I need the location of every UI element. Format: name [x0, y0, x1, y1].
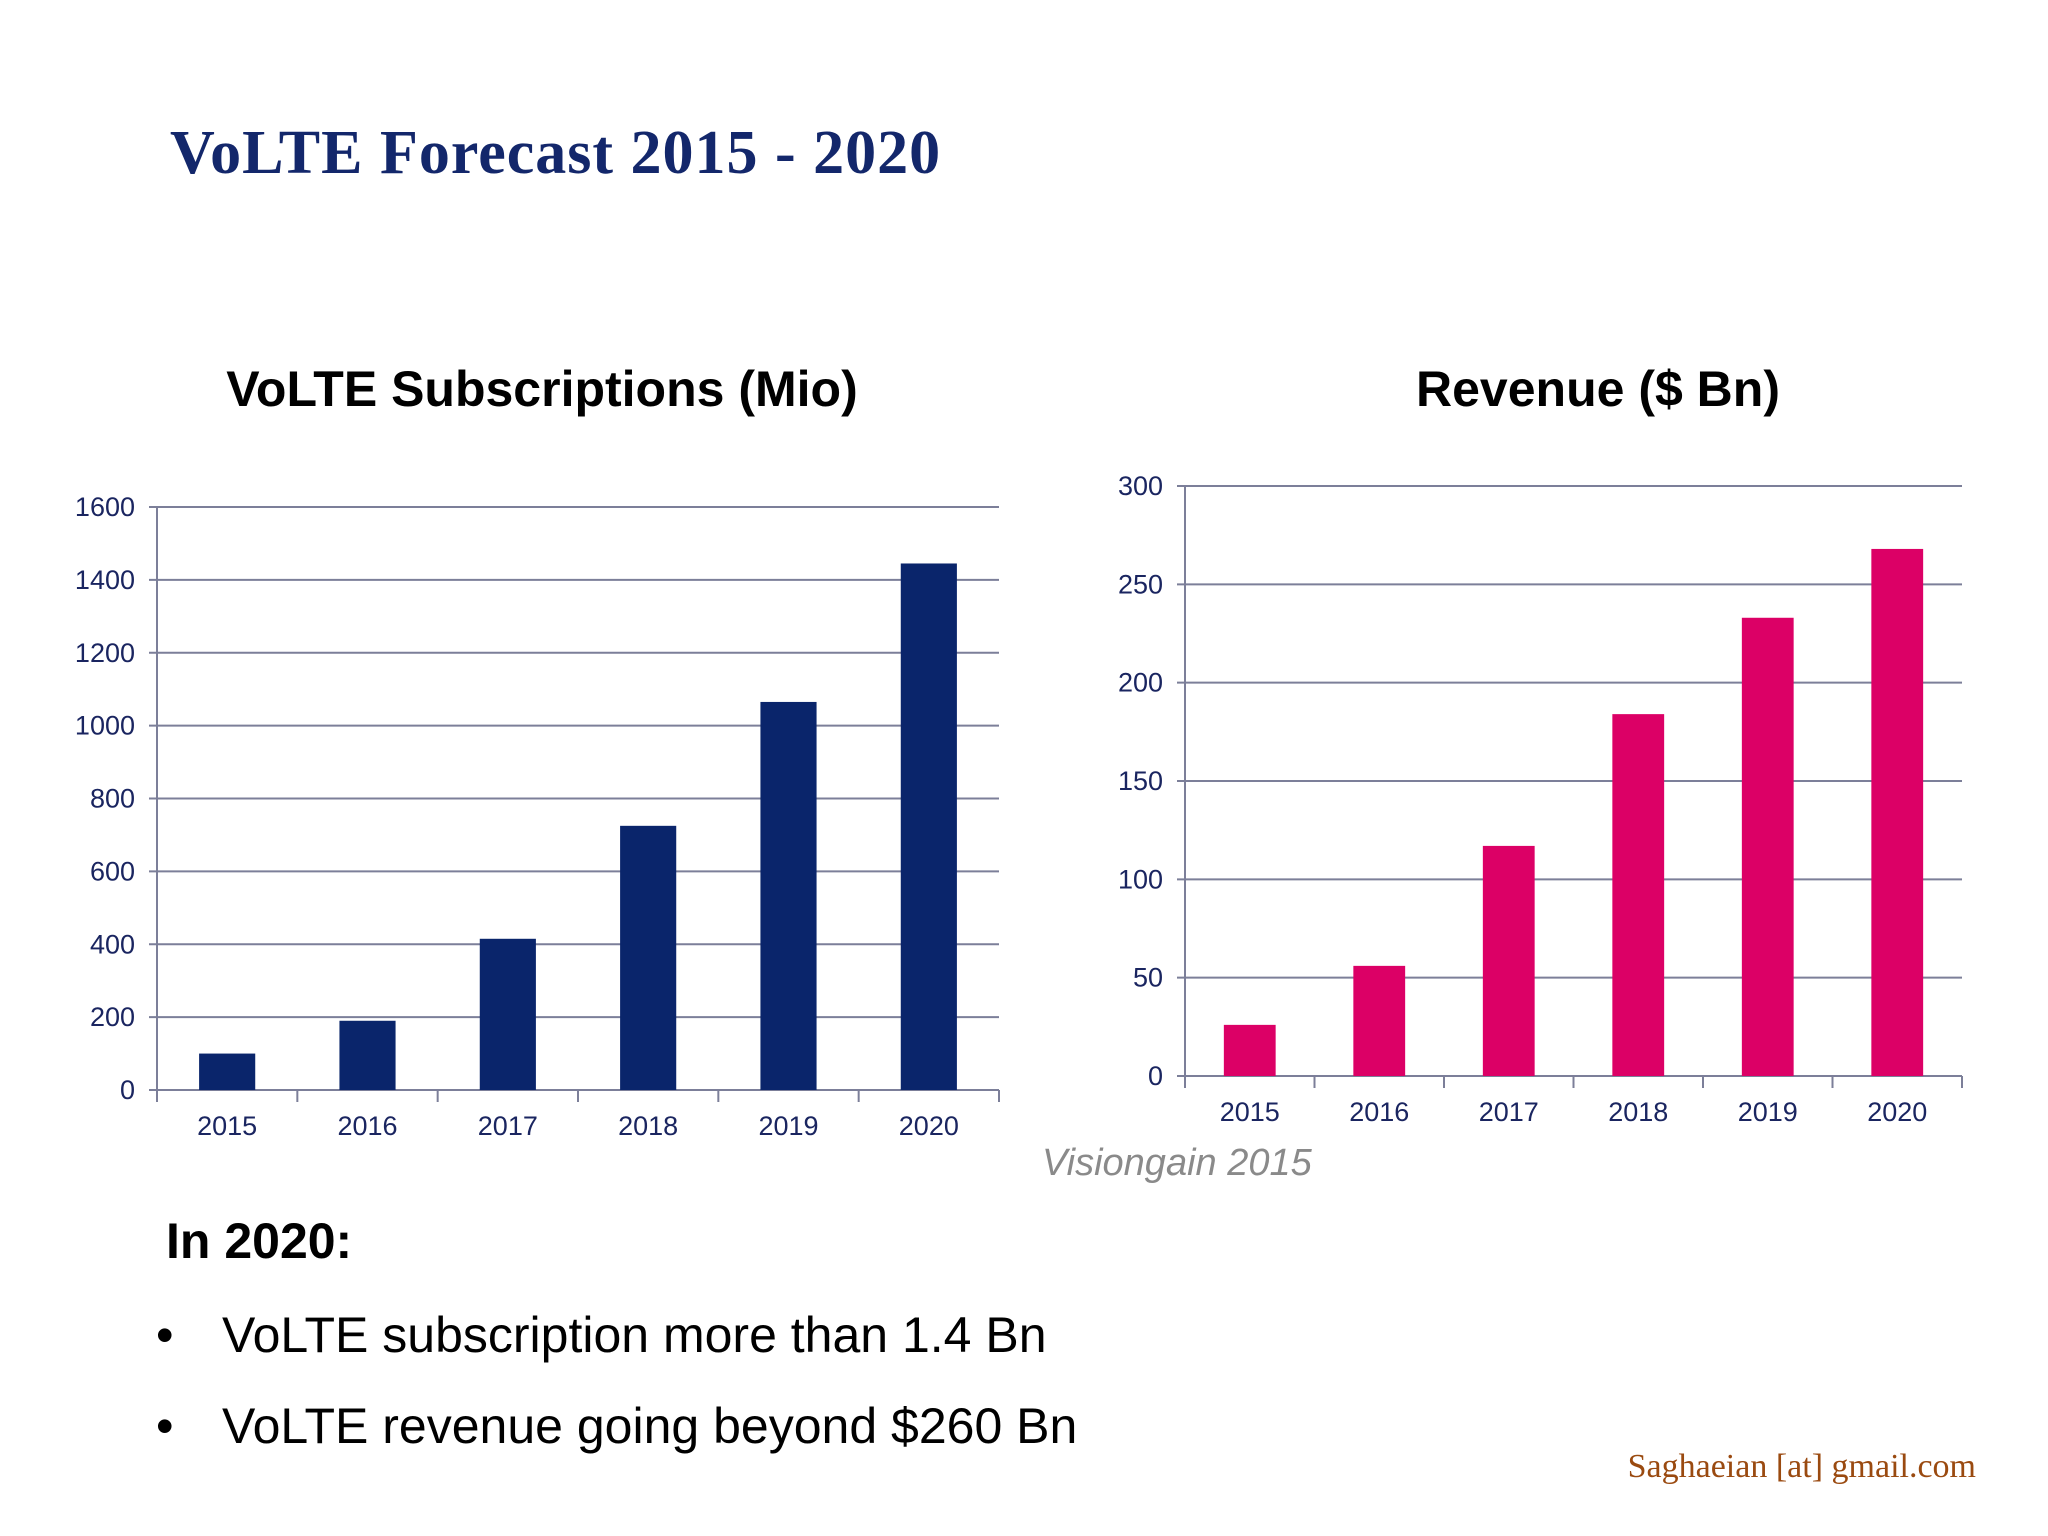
y-tick-label: 1600 [75, 492, 135, 522]
y-tick-label: 200 [1118, 668, 1163, 698]
x-tick-label: 2018 [1608, 1097, 1668, 1127]
x-tick-label: 2019 [758, 1111, 818, 1141]
y-tick-label: 150 [1118, 766, 1163, 796]
y-tick-label: 1400 [75, 565, 135, 595]
subscriptions-chart: 0 200 400 600 800 1000 1200 1400 1600 2015 2016 201… [75, 492, 1000, 1141]
y-tick-label: 600 [90, 856, 135, 886]
y-tick-label: 100 [1118, 864, 1163, 894]
subscriptions-chart-title: VoLTE Subscriptions (Mio) [226, 361, 858, 417]
summary-heading: In 2020: [166, 1213, 353, 1269]
slide-title: VoLTE Forecast 2015 - 2020 [170, 119, 942, 187]
bar-2019 [1741, 617, 1794, 1076]
bar-2015 [199, 1053, 256, 1090]
bar-2017 [1482, 845, 1535, 1076]
bullet-item: • VoLTE subscription more than 1.4 Bn [156, 1306, 1047, 1364]
y-tick-label: 800 [90, 784, 135, 814]
x-tick-label: 2016 [337, 1111, 397, 1141]
y-tick-label: 200 [90, 1002, 135, 1032]
bar-2019 [760, 701, 817, 1090]
bar-2016 [339, 1020, 396, 1090]
x-tick-label: 2017 [478, 1111, 538, 1141]
bar-2015 [1223, 1024, 1276, 1076]
y-tick-label: 0 [120, 1075, 135, 1105]
bullet-item: • VoLTE revenue going beyond $260 Bn [156, 1397, 1077, 1455]
x-tick-label: 2020 [1867, 1097, 1927, 1127]
y-tick-label: 250 [1118, 569, 1163, 599]
y-tick-label: 1000 [75, 711, 135, 741]
x-tick-label: 2015 [197, 1111, 257, 1141]
x-tick-label: 2018 [618, 1111, 678, 1141]
bullet-symbol: • [156, 1307, 174, 1363]
bar-2016 [1353, 965, 1406, 1076]
bullet-symbol: • [156, 1398, 174, 1454]
y-tick-label: 400 [90, 929, 135, 959]
y-tick-label: 1200 [75, 638, 135, 668]
revenue-chart: 0 50 100 150 200 250 300 2015 2016 2017 2018 2019 20… [1118, 471, 1963, 1127]
x-tick-label: 2015 [1220, 1097, 1280, 1127]
bar-2020 [1871, 548, 1924, 1076]
bullet-text: VoLTE subscription more than 1.4 Bn [222, 1307, 1047, 1363]
x-tick-label: 2019 [1738, 1097, 1798, 1127]
y-tick-label: 0 [1148, 1061, 1163, 1091]
y-tick-label: 50 [1133, 963, 1163, 993]
revenue-chart-title: Revenue ($ Bn) [1416, 361, 1780, 417]
bar-2018 [1612, 714, 1665, 1076]
bar-2018 [620, 825, 677, 1090]
x-tick-label: 2020 [899, 1111, 959, 1141]
bar-2020 [900, 563, 957, 1090]
y-tick-label: 300 [1118, 471, 1163, 501]
bullet-text: VoLTE revenue going beyond $260 Bn [222, 1398, 1078, 1454]
author-email: Saghaeian [at] gmail.com [1627, 1448, 1976, 1485]
source-label: Visiongain 2015 [1042, 1142, 1312, 1184]
x-tick-label: 2017 [1479, 1097, 1539, 1127]
x-tick-label: 2016 [1349, 1097, 1409, 1127]
bar-2017 [479, 938, 536, 1090]
